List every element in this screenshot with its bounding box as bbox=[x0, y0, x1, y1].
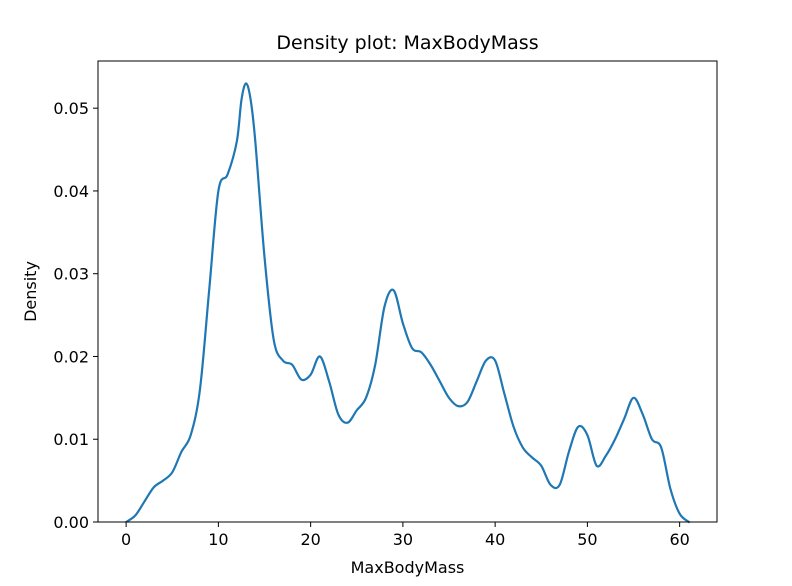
y-tick-label: 0.02 bbox=[53, 347, 89, 366]
chart-title: Density plot: MaxBodyMass bbox=[276, 32, 538, 54]
density-curve bbox=[125, 82, 690, 524]
ticks-layer: 0 10 20 30 40 50 60 0.00 0.01 0.02 0.03 0.04 0.05 bbox=[53, 99, 689, 549]
x-tick-label: 40 bbox=[485, 530, 505, 549]
x-tick-label: 50 bbox=[577, 530, 597, 549]
plot-layer bbox=[125, 82, 690, 524]
y-tick-label: 0.01 bbox=[53, 430, 89, 449]
x-tick-label: 10 bbox=[208, 530, 228, 549]
y-tick-label: 0.05 bbox=[53, 99, 89, 118]
x-tick-label: 20 bbox=[300, 530, 320, 549]
y-axis-label: Density bbox=[21, 261, 40, 322]
y-tick-label: 0.00 bbox=[53, 513, 89, 532]
y-tick-label: 0.03 bbox=[53, 265, 89, 284]
plot-frame bbox=[97, 60, 718, 523]
x-tick-label: 30 bbox=[393, 530, 413, 549]
x-axis-label: MaxBodyMass bbox=[351, 558, 465, 577]
x-tick-label: 0 bbox=[121, 530, 131, 549]
y-tick-label: 0.04 bbox=[53, 182, 89, 201]
x-tick-label: 60 bbox=[669, 530, 689, 549]
